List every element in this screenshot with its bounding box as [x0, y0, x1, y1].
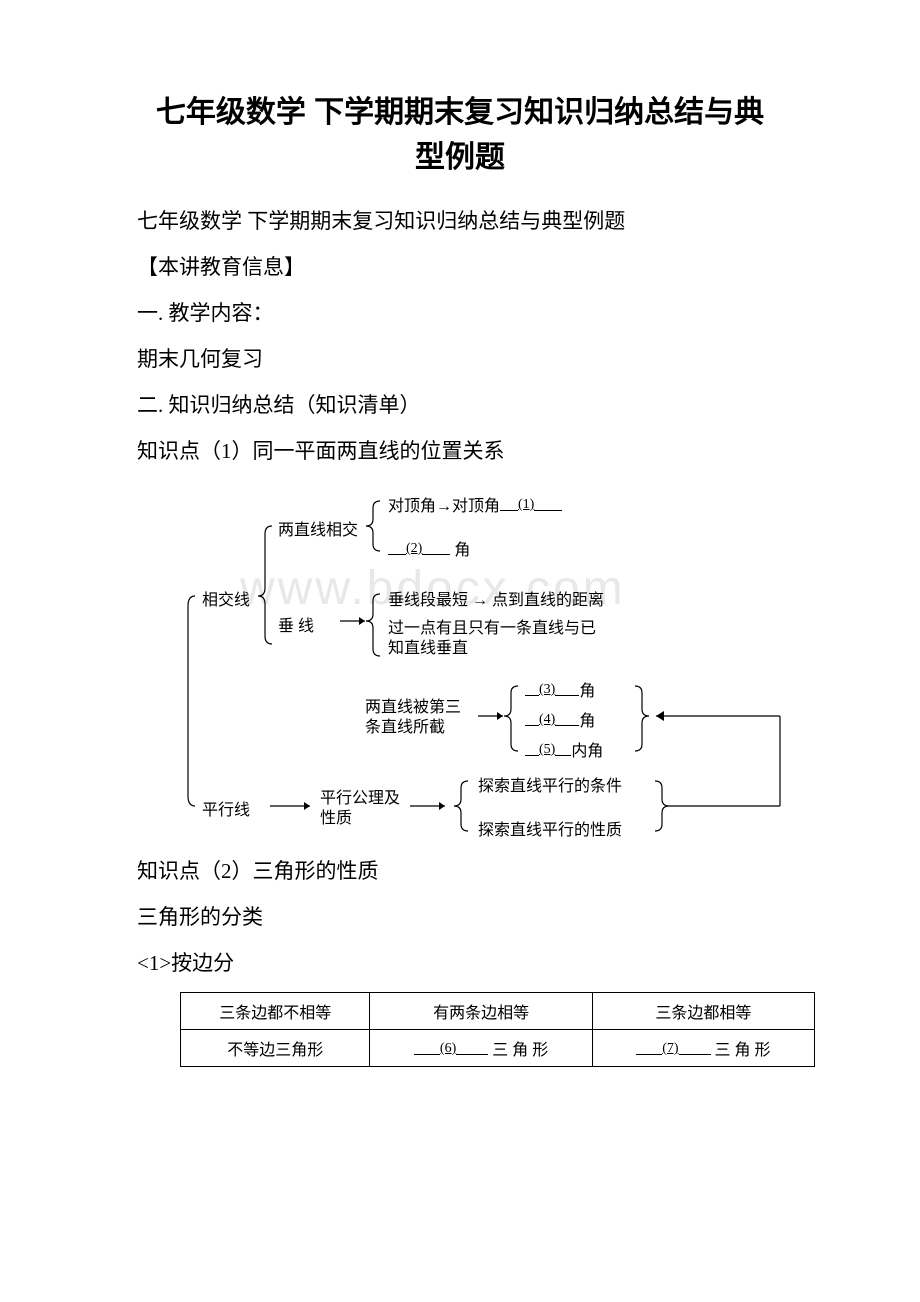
para-1: 七年级数学 下学期期末复习知识归纳总结与典型例题 — [95, 200, 825, 242]
text-r2c2-num: (6) — [440, 1041, 456, 1056]
text-blank4: (4) — [539, 712, 555, 727]
text-jiao3: 角 — [579, 683, 595, 700]
text-r2c3-suf: 三 角 形 — [715, 1042, 771, 1059]
node-guoyidian: 过一点有且只有一条直线与已 知直线垂直 — [388, 619, 596, 659]
text-jiao4: 角 — [579, 713, 595, 730]
node-chuixianduan: 垂线段最短 → 点到直线的距离 — [388, 586, 604, 610]
table-row: 不等边三角形 (6) 三 角 形 (7) 三 角 形 — [181, 1030, 815, 1067]
node-tansuo2: 探索直线平行的性质 — [478, 816, 622, 840]
title-line1: 七年级数学 下学期期末复习知识归纳总结与典 — [156, 96, 764, 129]
para-7: 知识点（2）三角形的性质 — [95, 850, 825, 892]
node-tansuo1: 探索直线平行的条件 — [478, 772, 622, 796]
node-blank4: (4) 角 — [525, 707, 595, 731]
node-liangzhixian: 两直线相交 — [278, 516, 358, 540]
title-line2: 型例题 — [415, 141, 505, 174]
node-blank5: (5) 内角 — [525, 737, 603, 761]
text-disantiao2: 条直线所截 — [365, 719, 445, 736]
text-jiao2: 角 — [454, 542, 470, 559]
doc-title: 七年级数学 下学期期末复习知识归纳总结与典 型例题 — [95, 90, 825, 180]
node-xiangjiao: 相交线 — [202, 586, 250, 610]
para-9: <1>按边分 — [95, 942, 825, 984]
text-guoyidian1: 过一点有且只有一条直线与已 — [388, 620, 596, 637]
para-2: 【本讲教育信息】 — [95, 246, 825, 288]
node-chuixian: 垂 线 — [278, 612, 314, 636]
para-3: 一. 教学内容： — [95, 292, 825, 334]
node-pinggongli: 平行公理及 性质 — [320, 789, 400, 829]
text-blank3: (3) — [539, 682, 555, 697]
text-r2c3-num: (7) — [662, 1041, 678, 1056]
node-disantiao: 两直线被第三 条直线所截 — [365, 698, 461, 738]
text-blank5: (5) — [539, 742, 555, 757]
knowledge-diagram: www.bdocx.com — [180, 486, 820, 836]
table-row: 三条边都不相等 有两条边相等 三条边都相等 — [181, 993, 815, 1030]
para-6: 知识点（1）同一平面两直线的位置关系 — [95, 430, 825, 472]
cell-r2c1: 不等边三角形 — [181, 1030, 370, 1067]
para-8: 三角形的分类 — [95, 896, 825, 938]
text-duidingjiao: 对顶角→对顶角 — [388, 498, 500, 515]
text-blank2: (2) — [406, 541, 422, 556]
para-5: 二. 知识归纳总结（知识清单） — [95, 384, 825, 426]
cell-r2c2: (6) 三 角 形 — [370, 1030, 592, 1067]
node-blank2: (2) 角 — [388, 536, 470, 560]
cell-r2c3: (7) 三 角 形 — [592, 1030, 814, 1067]
node-blank3: (3) 角 — [525, 677, 595, 701]
cell-r1c2: 有两条边相等 — [370, 993, 592, 1030]
text-disantiao1: 两直线被第三 — [365, 699, 461, 716]
node-duidingjiao: 对顶角→对顶角 (1) — [388, 492, 562, 516]
text-r2c2-suf: 三 角 形 — [492, 1042, 548, 1059]
cell-r1c1: 三条边都不相等 — [181, 993, 370, 1030]
node-pingxing: 平行线 — [202, 796, 250, 820]
text-pinggongli2: 性质 — [320, 810, 352, 827]
triangle-table: 三条边都不相等 有两条边相等 三条边都相等 不等边三角形 (6) 三 角 形 (… — [180, 992, 815, 1067]
text-neijiao: 内角 — [571, 743, 603, 760]
text-blank1: (1) — [518, 497, 534, 512]
cell-r1c3: 三条边都相等 — [592, 993, 814, 1030]
text-pinggongli1: 平行公理及 — [320, 790, 400, 807]
text-guoyidian2: 知直线垂直 — [388, 640, 468, 657]
para-4: 期末几何复习 — [95, 338, 825, 380]
